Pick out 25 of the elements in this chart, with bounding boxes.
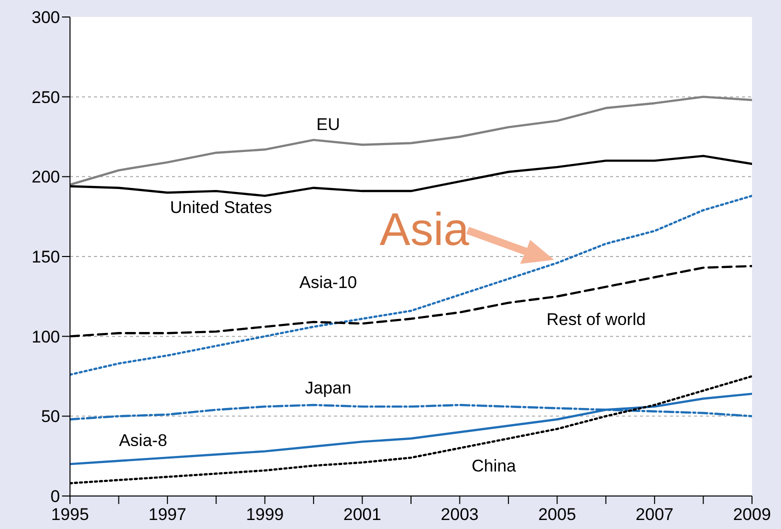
x-tick-label: 2003 <box>440 505 479 524</box>
series-label: China <box>472 456 517 476</box>
y-tick-label: 100 <box>32 327 60 346</box>
x-tick-label: 2007 <box>636 505 674 524</box>
y-tick-label: 150 <box>32 248 60 267</box>
y-tick-label: 50 <box>41 407 60 426</box>
series-label: EU <box>316 115 340 134</box>
y-tick-label: 200 <box>32 168 60 187</box>
line-series <box>70 194 752 376</box>
x-tick-label: 1999 <box>246 505 284 524</box>
series-label: Rest of world <box>546 310 646 329</box>
y-tick-label: 250 <box>32 88 60 107</box>
series-label: Asia-8 <box>118 431 168 450</box>
x-tick-label: 2009 <box>733 505 771 524</box>
line-series <box>70 96 752 186</box>
series-label: Japan <box>305 378 352 398</box>
x-tick-label: 2005 <box>538 505 576 524</box>
x-tick-label: 1997 <box>148 505 186 524</box>
series-label: United States <box>170 198 272 218</box>
annotation: Asia <box>380 202 470 255</box>
series-label: Asia-10 <box>299 273 358 292</box>
x-tick-label: 1995 <box>51 505 89 524</box>
x-tick-label: 2001 <box>343 505 382 524</box>
y-tick-label: 0 <box>50 487 60 506</box>
y-tick-label: 300 <box>32 8 60 28</box>
